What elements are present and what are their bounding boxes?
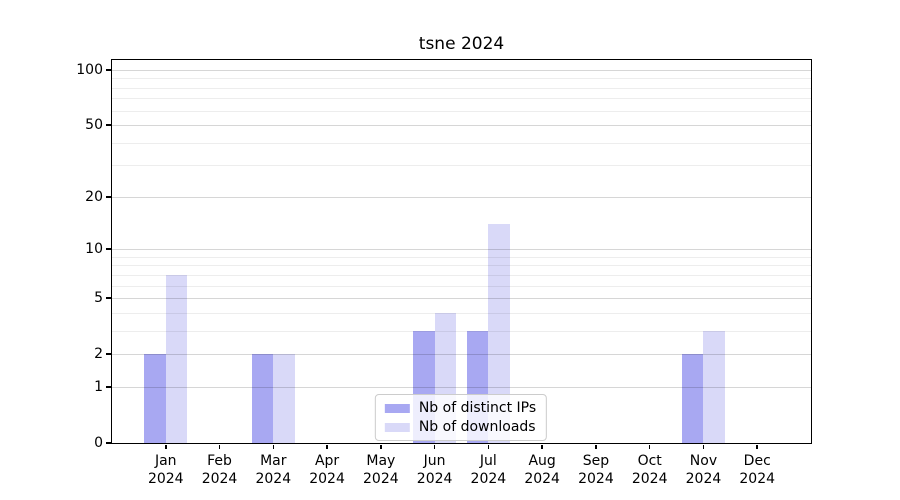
minor-gridline (112, 256, 811, 258)
x-tick (648, 444, 651, 449)
legend-label-downloads: Nb of downloads (418, 419, 536, 435)
legend-label-distinct-ips: Nb of distinct IPs (418, 400, 537, 416)
x-tick (702, 444, 705, 449)
x-tick-label-year: 2024 (631, 471, 668, 487)
x-tick-label-year: 2024 (309, 471, 345, 487)
minor-gridline (112, 265, 811, 267)
x-tick-label-year: 2024 (524, 471, 560, 487)
bar-downloads-jan (165, 274, 188, 443)
bar-downloads-nov (703, 330, 725, 443)
y-tick-label: 1 (94, 378, 103, 395)
minor-gridline (112, 98, 811, 100)
plot-area (110, 58, 812, 444)
x-tick-label-year: 2024 (470, 471, 507, 487)
x-tick-label-year: 2024 (578, 471, 614, 487)
y-tick-label: 10 (85, 241, 103, 258)
major-gridline (112, 249, 811, 251)
minor-gridline (112, 87, 811, 89)
x-tick-label-month: Aug (528, 453, 556, 469)
minor-gridline (112, 330, 811, 332)
x-tick (433, 444, 436, 449)
bar-downloads-mar (273, 354, 295, 443)
x-tick (487, 444, 490, 449)
x-tick (218, 444, 221, 449)
x-tick-label-month: Mar (260, 453, 287, 469)
y-tick-label: 5 (94, 290, 103, 307)
bar-distinct-ips-jan (144, 354, 166, 443)
y-tick (106, 353, 112, 355)
x-tick-label-year: 2024 (363, 471, 399, 487)
x-tick-label-month: Jun (423, 453, 446, 469)
x-tick-label-month: Feb (207, 453, 232, 469)
bar-distinct-ips-nov (681, 354, 704, 443)
legend-swatch-distinct-ips (384, 403, 410, 413)
x-tick-label-month: Jan (154, 453, 177, 469)
minor-gridline (112, 312, 811, 314)
major-gridline (112, 354, 811, 356)
major-gridline (112, 125, 811, 127)
minor-gridline (112, 274, 811, 276)
x-tick-label-month: Dec (743, 453, 771, 469)
minor-gridline (112, 285, 811, 287)
x-tick-label-year: 2024 (685, 471, 722, 487)
x-tick-label-month: Sep (582, 453, 610, 469)
y-tick (106, 442, 112, 444)
major-gridline (112, 298, 811, 300)
y-tick (106, 69, 112, 71)
y-tick-label: 0 (94, 435, 103, 451)
y-tick (106, 124, 112, 126)
bar-downloads-jul (488, 224, 510, 443)
x-tick (380, 444, 382, 449)
x-tick (272, 444, 275, 449)
y-tick-label: 20 (85, 188, 103, 205)
x-tick-label-month: Oct (637, 453, 662, 469)
x-tick (326, 444, 328, 449)
y-tick (106, 297, 112, 299)
minor-gridline (112, 78, 811, 80)
x-tick-label-month: Jul (479, 453, 497, 469)
x-tick-label-month: May (366, 453, 396, 469)
y-tick (106, 196, 112, 198)
x-tick-label-year: 2024 (201, 471, 238, 487)
x-tick (541, 444, 543, 449)
x-tick (595, 444, 597, 449)
x-tick-label-year: 2024 (147, 471, 184, 487)
major-gridline (112, 196, 811, 198)
legend-item-distinct-ips: Nb of distinct IPs (384, 400, 537, 416)
legend-item-downloads: Nb of downloads (384, 419, 536, 435)
chart-title: tsne 2024 (418, 34, 505, 54)
x-tick (756, 444, 758, 449)
y-tick-label: 50 (85, 117, 103, 134)
x-tick (165, 444, 167, 449)
x-tick-label-month: Apr (314, 453, 340, 469)
legend-swatch-downloads (384, 422, 410, 432)
minor-gridline (112, 110, 811, 112)
y-tick (106, 248, 112, 250)
x-tick-label-year: 2024 (739, 471, 776, 487)
x-tick-label-year: 2024 (416, 471, 453, 487)
minor-gridline (112, 165, 811, 167)
y-tick-label: 2 (94, 346, 103, 363)
x-tick-label-year: 2024 (255, 471, 292, 487)
y-tick (106, 386, 112, 388)
y-tick-label: 100 (76, 61, 103, 78)
minor-gridline (112, 142, 811, 144)
x-tick-label-month: Nov (689, 453, 718, 469)
legend: Nb of distinct IPs Nb of downloads (374, 394, 548, 441)
bar-distinct-ips-mar (251, 354, 274, 443)
major-gridline (112, 386, 811, 388)
major-gridline (112, 69, 811, 71)
